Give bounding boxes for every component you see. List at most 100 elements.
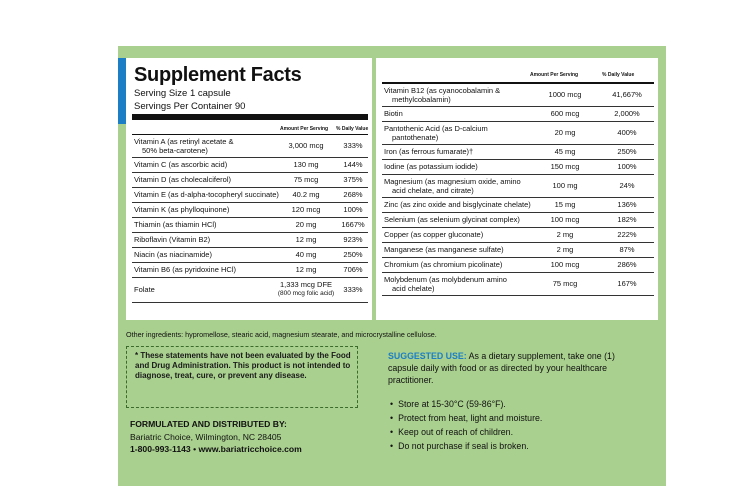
- nutrient-dv: 1667%: [341, 220, 365, 229]
- nutrient-name: Zinc (as zinc oxide and bisglycinate che…: [384, 200, 531, 209]
- nutrient-dv: 41,667%: [612, 90, 642, 99]
- nutrient-amount: 150 mcg: [550, 162, 580, 171]
- nutrient-dv: 250%: [617, 147, 637, 156]
- suggested-use-heading: SUGGESTED USE:: [388, 351, 467, 361]
- nutrient-amount: 20 mg: [295, 220, 317, 229]
- table-row: Magnesium (as magnesium oxide, amino acid…: [382, 175, 654, 198]
- table-row: Vitamin A (as retinyl acetate & 50% beta-…: [132, 135, 368, 158]
- nutrient-amount: 12 mg: [295, 265, 317, 274]
- nutrient-amount: 2 mg: [556, 245, 574, 254]
- nutrient-name: Riboflavin (Vitamin B2): [134, 235, 211, 244]
- table-row: Riboflavin (Vitamin B2) 12 mg 923%: [132, 233, 368, 248]
- table-row: Vitamin B12 (as cyanocobalamin & methylco…: [382, 84, 654, 107]
- distributor-contact: 1-800-993-1143 • www.bariatricchoice.com: [130, 444, 302, 454]
- nutrient-amount: 100 mcg: [550, 215, 580, 224]
- nutrient-dv: 167%: [617, 279, 637, 288]
- nutrient-dv: 400%: [617, 128, 637, 137]
- instruction-item: Keep out of reach of children.: [390, 425, 658, 439]
- nutrient-amount: 40.2 mg: [292, 190, 320, 199]
- nutrient-name: Vitamin E (as d-alpha-tocopheryl succina…: [134, 190, 279, 199]
- nutrient-name: Magnesium (as magnesium oxide, amino acid…: [384, 177, 521, 195]
- fda-line: * These statements have not been evaluat…: [135, 351, 351, 360]
- nutrient-amount: 1000 mcg: [548, 90, 582, 99]
- servings-per-container: Servings Per Container 90: [134, 101, 246, 112]
- nutrient-name: Vitamin C (as ascorbic acid): [134, 160, 228, 169]
- nutrient-amount: 100 mcg: [550, 260, 580, 269]
- dv-header: % Daily Value: [336, 126, 369, 132]
- nutrient-amount: 20 mg: [554, 128, 576, 137]
- nutrient-amount: 75 mcg: [293, 175, 319, 184]
- nutrient-amount: 3,000 mcg: [288, 141, 324, 150]
- table-row: Vitamin D (as cholecalciferol) 75 mcg 37…: [132, 173, 368, 188]
- nutrient-dv: 333%: [343, 141, 363, 150]
- nutrient-dv: 706%: [343, 265, 363, 274]
- nutrient-amount: 2 mg: [556, 230, 574, 239]
- table-row: Biotin 600 mcg 2,000%: [382, 107, 654, 122]
- nutrient-amount: 130 mg: [293, 160, 319, 169]
- table-row: Selenium (as selenium glycinat complex) …: [382, 213, 654, 228]
- suggested-use-text: practitioner.: [388, 375, 434, 385]
- nutrient-amount: 600 mcg: [550, 109, 580, 118]
- nutrient-dv: 136%: [617, 200, 637, 209]
- nutrient-name: Thiamin (as thiamin HCl): [134, 220, 217, 229]
- fda-line: diagnose, treat, cure, or prevent any di…: [135, 371, 307, 380]
- suggested-use-text: As a dietary supplement, take one (1): [466, 351, 615, 361]
- nutrient-amount: 40 mg: [295, 250, 317, 259]
- table-row: Chromium (as chromium picolinate) 100 mc…: [382, 258, 654, 273]
- nutrient-amount: 45 mg: [554, 147, 576, 156]
- supplement-facts-title: Supplement Facts: [134, 64, 302, 86]
- fda-line: and Drug Administration. This product is…: [135, 361, 351, 370]
- other-ingredients: Other ingredients: hypromellose, stearic…: [126, 330, 437, 339]
- divider-bar: [132, 114, 368, 120]
- right-nutrient-table: Vitamin B12 (as cyanocobalamin & methylco…: [382, 82, 654, 296]
- nutrient-amount: 75 mcg: [552, 279, 578, 288]
- nutrient-name: Biotin: [384, 109, 403, 118]
- suggested-use-text: capsule daily with food or as directed b…: [388, 363, 608, 373]
- table-row: Zinc (as zinc oxide and bisglycinate che…: [382, 198, 654, 213]
- nutrient-name: Chromium (as chromium picolinate): [384, 260, 503, 269]
- distributor-title: FORMULATED AND DISTRIBUTED BY:: [130, 419, 287, 429]
- nutrient-dv: 333%: [343, 285, 363, 294]
- table-row: Vitamin K (as phylloquinone) 120 mcg 100…: [132, 203, 368, 218]
- instruction-item: Do not purchase if seal is broken.: [390, 439, 658, 453]
- fda-disclaimer-box: * These statements have not been evaluat…: [126, 346, 358, 408]
- table-row: Thiamin (as thiamin HCl) 20 mg 1667%: [132, 218, 368, 233]
- distributor-name: Bariatric Choice, Wilmington, NC 28405: [130, 431, 282, 442]
- instruction-item: Store at 15-30°C (59-86°F).: [390, 397, 658, 411]
- nutrient-dv: 2,000%: [614, 109, 640, 118]
- table-row: Iodine (as potassium iodide) 150 mcg 100…: [382, 160, 654, 175]
- amount-header: Amount Per Serving: [530, 72, 579, 78]
- nutrient-dv: 250%: [343, 250, 363, 259]
- amount-header: Amount Per Serving: [280, 126, 329, 132]
- dv-header: % Daily Value: [602, 72, 635, 78]
- nutrient-dv: 222%: [617, 230, 637, 239]
- table-row: Iron (as ferrous fumarate)† 45 mg 250%: [382, 145, 654, 160]
- nutrient-amount: 120 mcg: [291, 205, 321, 214]
- nutrient-name: Vitamin B6 (as pyridoxine HCl): [134, 265, 236, 274]
- supplement-facts-panel-left: Supplement Facts Serving Size 1 capsule …: [126, 58, 372, 320]
- nutrient-dv: 144%: [343, 160, 363, 169]
- nutrient-dv: 100%: [343, 205, 363, 214]
- distributor-info: FORMULATED AND DISTRIBUTED BY: Bariatric…: [130, 418, 370, 456]
- supplement-facts-panel-right: Amount Per Serving % Daily Value Vitamin…: [376, 58, 658, 320]
- table-row: Folate 1,333 mcg DFE (800 mcg folic acid)…: [132, 278, 368, 303]
- nutrient-name: Vitamin A (as retinyl acetate & 50% beta-…: [134, 137, 234, 155]
- table-row: Vitamin C (as ascorbic acid) 130 mg 144%: [132, 158, 368, 173]
- nutrient-name: Vitamin D (as cholecalciferol): [134, 175, 231, 184]
- instruction-item: Protect from heat, light and moisture.: [390, 411, 658, 425]
- nutrient-name: Copper (as copper gluconate): [384, 230, 484, 239]
- suggested-use: SUGGESTED USE: As a dietary supplement, …: [388, 350, 658, 386]
- nutrient-name: Iodine (as potassium iodide): [384, 162, 478, 171]
- nutrient-dv: 24%: [619, 181, 635, 190]
- nutrient-amount: 100 mg: [552, 181, 578, 190]
- nutrient-name: Niacin (as niacinamide): [134, 250, 212, 259]
- table-row: Manganese (as manganese sulfate) 2 mg 87…: [382, 243, 654, 258]
- table-row: Pantothenic Acid (as D-calcium pantothena…: [382, 122, 654, 145]
- table-row: Vitamin E (as d-alpha-tocopheryl succina…: [132, 188, 368, 203]
- table-row: Niacin (as niacinamide) 40 mg 250%: [132, 248, 368, 263]
- blue-accent-strip: [118, 58, 126, 124]
- nutrient-name: Selenium (as selenium glycinat complex): [384, 215, 520, 224]
- nutrient-dv: 286%: [617, 260, 637, 269]
- nutrient-dv: 375%: [343, 175, 363, 184]
- serving-size: Serving Size 1 capsule: [134, 88, 231, 99]
